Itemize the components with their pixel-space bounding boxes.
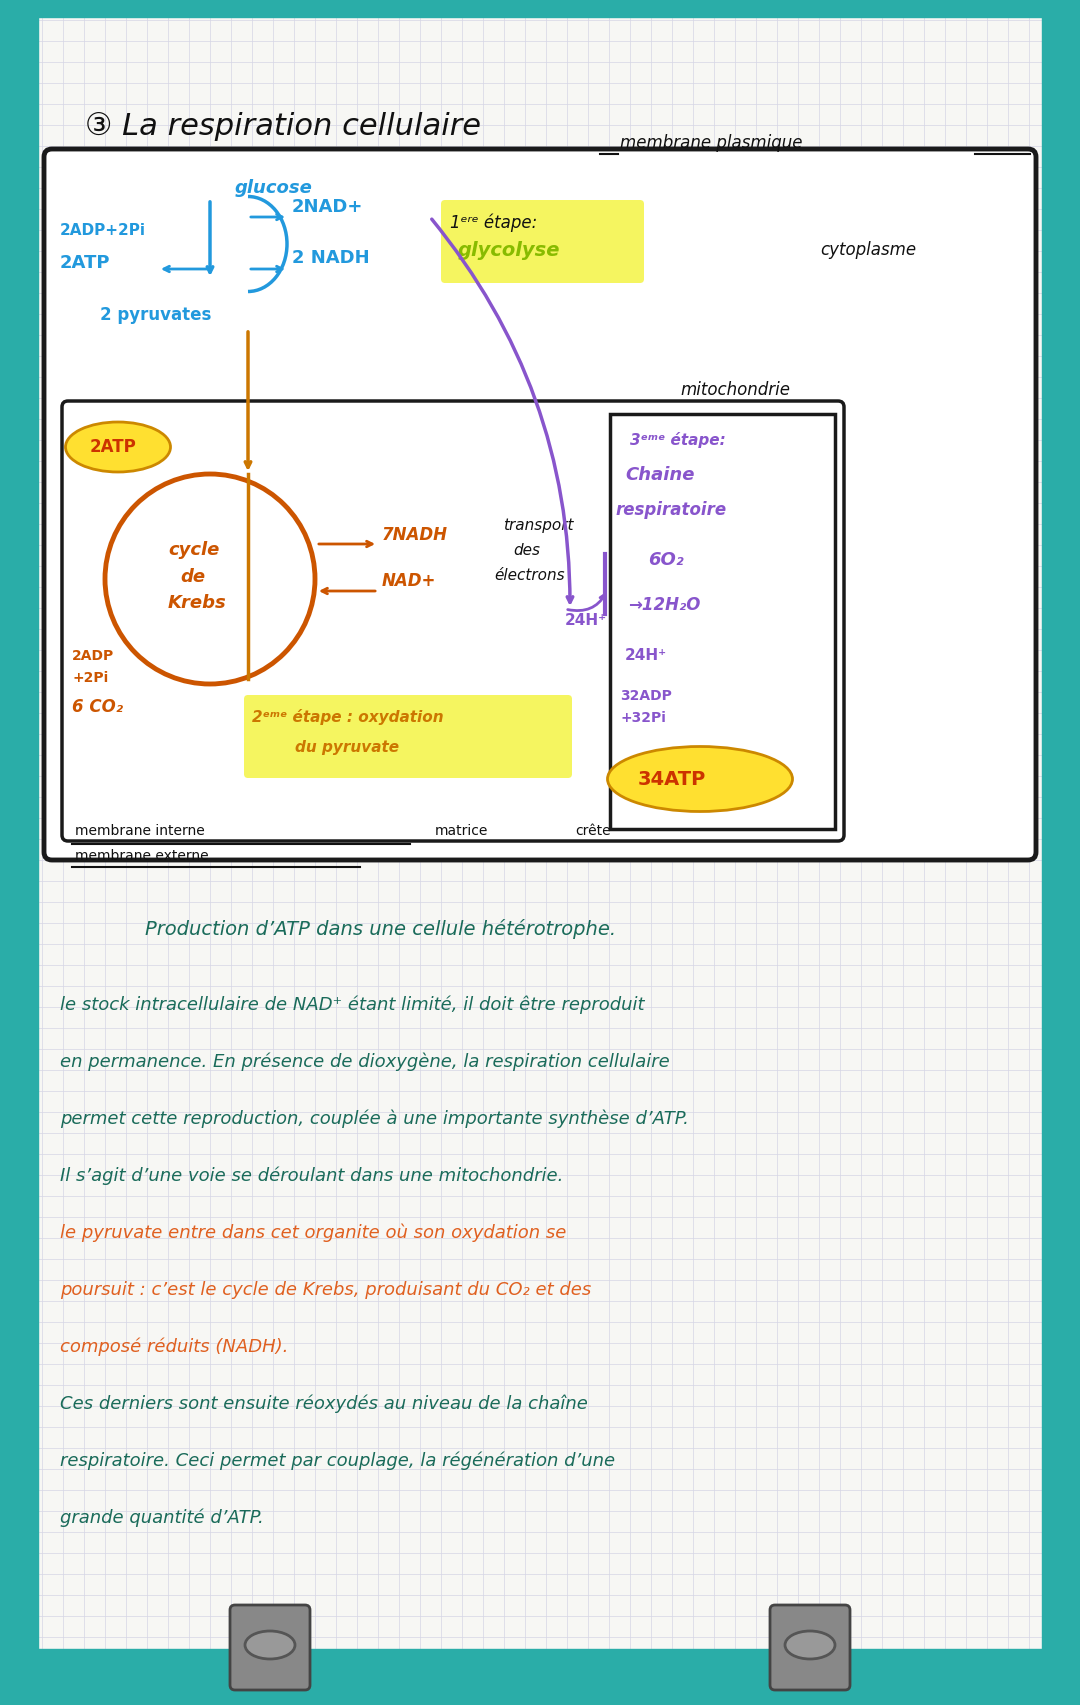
Text: Chaine: Chaine — [625, 465, 694, 484]
Text: 7NADH: 7NADH — [382, 525, 448, 544]
Text: en permanence. En présence de dioxygène, la respiration cellulaire: en permanence. En présence de dioxygène,… — [60, 1052, 670, 1071]
Text: matrice: matrice — [435, 824, 488, 837]
Text: le pyruvate entre dans cet organite où son oxydation se: le pyruvate entre dans cet organite où s… — [60, 1222, 566, 1241]
Text: permet cette reproduction, couplée à une importante synthèse d’ATP.: permet cette reproduction, couplée à une… — [60, 1108, 689, 1127]
Text: 24H⁺: 24H⁺ — [625, 648, 667, 663]
Text: glucose: glucose — [235, 179, 313, 196]
Text: Ces derniers sont ensuite réoxydés au niveau de la chaîne: Ces derniers sont ensuite réoxydés au ni… — [60, 1393, 588, 1412]
Bar — [0, 0, 38, 1705]
Text: cycle: cycle — [168, 540, 219, 559]
Text: Krebs: Krebs — [168, 593, 227, 612]
Text: Il s’agit d’une voie se déroulant dans une mitochondrie.: Il s’agit d’une voie se déroulant dans u… — [60, 1166, 564, 1185]
Text: membrane externe: membrane externe — [75, 849, 208, 863]
Text: membrane plasmique: membrane plasmique — [620, 135, 802, 152]
Text: Production d’ATP dans une cellule hétérotrophe.: Production d’ATP dans une cellule hétéro… — [145, 919, 616, 938]
Text: ③ La respiration cellulaire: ③ La respiration cellulaire — [85, 113, 481, 142]
Text: 2ATP: 2ATP — [60, 254, 110, 271]
Ellipse shape — [607, 747, 793, 812]
Text: du pyruvate: du pyruvate — [295, 740, 400, 755]
Ellipse shape — [245, 1632, 295, 1659]
Text: respiratoire. Ceci permet par couplage, la régénération d’une: respiratoire. Ceci permet par couplage, … — [60, 1451, 616, 1470]
Ellipse shape — [785, 1632, 835, 1659]
FancyBboxPatch shape — [230, 1604, 310, 1690]
Text: des: des — [513, 542, 540, 558]
Text: le stock intracellulaire de NAD⁺ étant limité, il doit être reproduit: le stock intracellulaire de NAD⁺ étant l… — [60, 996, 645, 1013]
Text: membrane interne: membrane interne — [75, 824, 205, 837]
Text: 32ADP: 32ADP — [620, 689, 672, 702]
Bar — [1042, 0, 1080, 1705]
Text: mitochondrie: mitochondrie — [680, 380, 789, 399]
Bar — [0, 1649, 1080, 1705]
Text: +2Pi: +2Pi — [72, 670, 108, 685]
Text: de: de — [180, 568, 205, 585]
Text: poursuit : c’est le cycle de Krebs, produisant du CO₂ et des: poursuit : c’est le cycle de Krebs, prod… — [60, 1280, 591, 1298]
Text: 3ᵉᵐᵉ étape:: 3ᵉᵐᵉ étape: — [630, 431, 726, 448]
FancyBboxPatch shape — [770, 1604, 850, 1690]
Text: 2ATP: 2ATP — [90, 438, 137, 455]
Text: →12H₂O: →12H₂O — [627, 595, 700, 614]
Text: 24H⁺: 24H⁺ — [565, 612, 607, 627]
Text: 6O₂: 6O₂ — [648, 551, 684, 569]
Text: 2 pyruvates: 2 pyruvates — [100, 305, 212, 324]
Text: grande quantité d’ATP.: grande quantité d’ATP. — [60, 1507, 264, 1526]
Text: électrons: électrons — [494, 568, 565, 583]
Text: cytoplasme: cytoplasme — [820, 240, 916, 259]
Text: 2ADP+2Pi: 2ADP+2Pi — [60, 223, 146, 239]
Text: crête: crête — [575, 824, 610, 837]
Text: transport: transport — [503, 518, 573, 532]
Text: 2ADP: 2ADP — [72, 648, 114, 663]
Text: 34ATP: 34ATP — [638, 769, 706, 788]
Text: respiratoire: respiratoire — [615, 501, 726, 518]
Text: 2ᵉᵐᵉ étape : oxydation: 2ᵉᵐᵉ étape : oxydation — [252, 709, 444, 725]
Bar — [610, 414, 835, 830]
FancyBboxPatch shape — [44, 150, 1036, 861]
FancyBboxPatch shape — [441, 201, 644, 283]
Text: glycolyse: glycolyse — [458, 240, 561, 259]
Text: NAD+: NAD+ — [382, 571, 436, 590]
Text: 6 CO₂: 6 CO₂ — [72, 697, 123, 716]
FancyBboxPatch shape — [244, 696, 572, 779]
FancyBboxPatch shape — [62, 402, 843, 842]
Text: 2 NADH: 2 NADH — [292, 249, 369, 268]
Text: 1ᵉʳᵉ étape:: 1ᵉʳᵉ étape: — [450, 213, 537, 232]
Ellipse shape — [66, 423, 171, 472]
Bar — [0, 0, 1080, 19]
Text: composé réduits (NADH).: composé réduits (NADH). — [60, 1337, 288, 1355]
Text: +32Pi: +32Pi — [620, 711, 666, 725]
Text: 2NAD+: 2NAD+ — [292, 198, 363, 217]
